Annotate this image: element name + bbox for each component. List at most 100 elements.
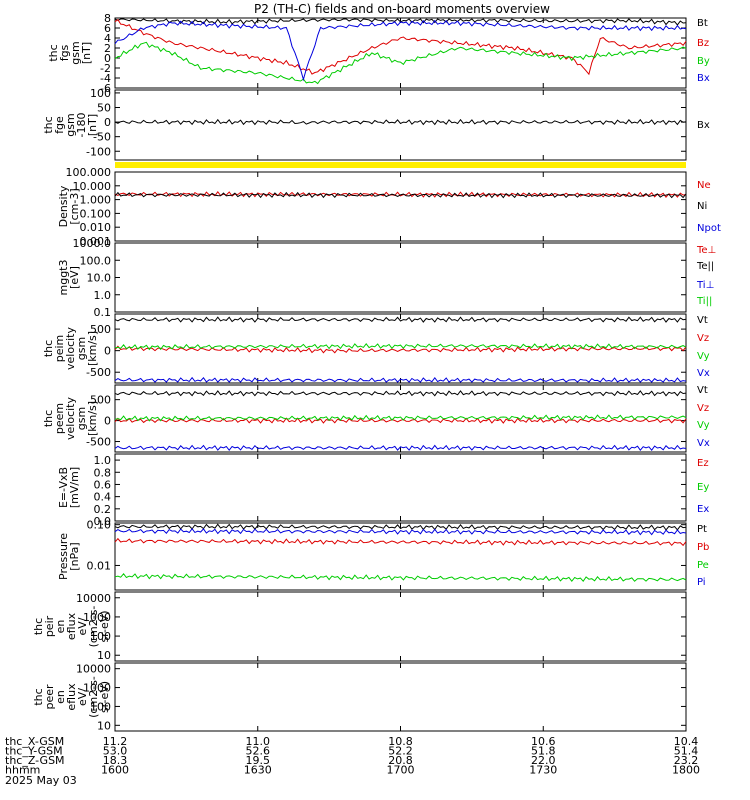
ytick-label: 0.0: [94, 515, 112, 528]
legend-Vt: Vt: [697, 385, 708, 396]
footer-value: 19.5: [246, 754, 271, 767]
y-axis-label-line: mggt3: [57, 260, 70, 296]
y-axis-label-line: sr-eV): [98, 610, 111, 642]
ytick-label: 1000: [83, 611, 111, 624]
footer-value: 1800: [672, 764, 700, 777]
ytick-label: 10.000: [73, 180, 112, 193]
y-axis-label-line: E=-VxB: [57, 467, 70, 508]
legend-By: By: [697, 56, 710, 67]
ytick-label: 0.4: [94, 491, 112, 504]
ytick-label: 0.010: [80, 221, 112, 234]
footer-value: 53.0: [103, 745, 128, 758]
footer-value: 51.8: [531, 745, 556, 758]
ytick-label: 10: [97, 649, 111, 662]
y-axis-label-line: Pressure: [57, 533, 70, 580]
ytick-label: 0.01: [87, 559, 112, 572]
y-axis-label-line: gsm: [69, 41, 82, 64]
ytick-label: 100.0: [80, 254, 112, 267]
y-axis-label-line: [nT]: [80, 42, 93, 64]
footer-value: 20.8: [388, 754, 413, 767]
ytick-label: 500: [90, 394, 111, 407]
y-axis-label: thcfgsgsm[nT]: [47, 41, 93, 64]
legend-Te⊥: Te⊥: [696, 245, 716, 256]
footer-value: 10.6: [531, 735, 556, 748]
legend-Pi: Pi: [697, 577, 706, 588]
ytick-label: 100: [90, 630, 111, 643]
ytick-label: 0.100: [80, 207, 112, 220]
y-axis-label: mggt3[eV]: [57, 260, 81, 296]
legend-Bz: Bz: [697, 38, 709, 49]
legend-Vt: Vt: [697, 315, 708, 326]
y-axis-label-line: (cm2-s-: [87, 676, 100, 718]
series-line-Pb: [114, 537, 687, 547]
panel-4: 1000.0 100.0 10.0 1.0 0.1 mggt3[eV] Te⊥ Te|| Ti⊥…: [57, 237, 716, 319]
y-axis-label-line: thc: [42, 340, 55, 357]
y-axis-label-line: [nPa]: [68, 542, 81, 570]
y-axis-label-line: [nT]: [86, 114, 99, 136]
y-axis-label-line: velocity: [64, 397, 77, 440]
footer-value: 1730: [529, 764, 557, 777]
footer-date: 2025 May 03: [5, 774, 77, 787]
panel-frame: [114, 171, 687, 242]
panel-frame: [114, 453, 687, 522]
series-line-By: [114, 41, 687, 85]
y-axis-label-line: eflux: [65, 612, 78, 640]
legend-Pe: Pe: [697, 560, 709, 571]
footer-value: 22.0: [531, 754, 556, 767]
ytick-label: 0: [104, 52, 111, 65]
footer-row-label: thc_X-GSM: [5, 735, 64, 748]
legend-Vy: Vy: [697, 351, 710, 362]
legend-Ne: Ne: [697, 180, 711, 191]
y-axis-label-line: eV/: [76, 617, 89, 635]
y-axis-label-line: thc: [32, 688, 45, 705]
ytick-label: 0: [104, 415, 111, 428]
series-line-Pi: [114, 527, 687, 536]
y-axis-label-line: [mV/m]: [68, 467, 81, 508]
y-axis-label-line: [cm-3]: [68, 188, 81, 224]
series-line-Bz: [114, 18, 687, 76]
ytick-label: 500: [90, 323, 111, 336]
ytick-label: -4: [100, 72, 111, 85]
ytick-label: 10000: [76, 663, 111, 676]
footer-value: 10.4: [674, 735, 699, 748]
y-axis-label-line: peem: [53, 403, 66, 434]
y-axis-label-line: eflux: [65, 683, 78, 711]
legend-Pb: Pb: [697, 542, 709, 553]
series-line-Bx: [114, 118, 687, 126]
footer-value: 1600: [101, 764, 129, 777]
footer-value: 1630: [244, 764, 272, 777]
ytick-label: -500: [86, 366, 111, 379]
y-axis-label: thcpeemvelocitygsm[km/s]: [42, 397, 99, 440]
y-axis-label-line: peim: [53, 335, 66, 363]
series-line-Vt: [114, 390, 687, 397]
y-axis-label-line: Density: [57, 185, 70, 227]
y-axis-label: thcpeimvelocitygsm[km/s]: [42, 327, 99, 370]
footer-value: 11.0: [246, 735, 271, 748]
y-axis-label-line: thc: [32, 618, 45, 635]
series-line-Vz: [114, 345, 687, 354]
ytick-label: 4: [104, 32, 111, 45]
series-line-Bx: [114, 19, 687, 82]
y-axis-label-line: peir: [43, 615, 56, 637]
y-axis-label-line: gsm: [75, 337, 88, 360]
ytick-label: -100: [86, 145, 111, 158]
panel-10: 10000100010010thcpeerenefluxeV/(cm2-s-sr…: [32, 662, 687, 732]
ytick-label: 2: [104, 42, 111, 55]
y-axis-label-line: thc: [42, 410, 55, 427]
ytick-label: 100: [90, 87, 111, 100]
footer-row-label: thc_Z-GSM: [5, 754, 65, 767]
y-axis-label-line: [km/s]: [86, 401, 99, 436]
legend-Ni: Ni: [697, 201, 707, 212]
ytick-label: 1000: [83, 682, 111, 695]
footer-value: 18.3: [103, 754, 128, 767]
ytick-label: -2: [100, 62, 111, 75]
y-axis-label-line: sr-eV): [98, 681, 111, 713]
y-axis-label-line: (cm2-s-: [87, 606, 100, 648]
panel-2: 100 500 -50-100 thcfgegsm-180[nT] Bx: [42, 87, 710, 161]
series-line-Vx: [114, 376, 687, 383]
ytick-label: 0.001: [80, 235, 112, 248]
panels: 86420-2-4-6thcfgsgsm[nT]BtBzByBx100500-5…: [32, 12, 721, 732]
